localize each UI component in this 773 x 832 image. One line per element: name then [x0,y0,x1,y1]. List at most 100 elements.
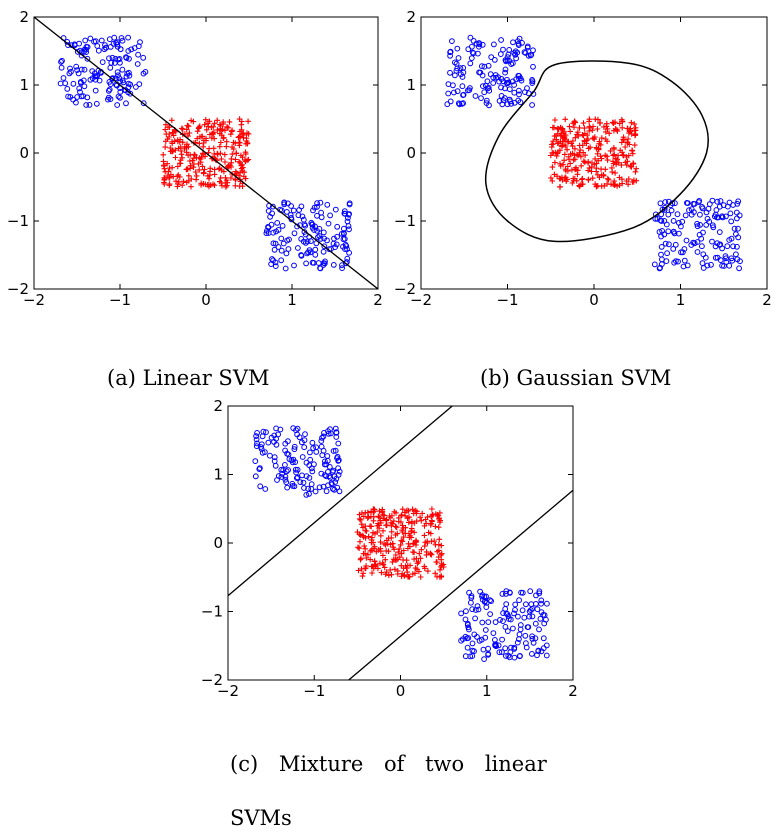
data-point-plus [425,568,431,574]
data-point-circle [297,208,302,213]
data-point-plus [371,518,377,524]
data-point-plus [611,178,617,184]
data-point-circle [58,81,63,86]
data-point-circle [292,231,297,236]
data-point-circle [468,61,473,66]
data-point-circle [715,199,720,204]
data-point-circle [511,40,516,45]
x-tick-label: 1 [676,291,686,309]
data-point-plus [431,538,437,544]
data-point-plus [436,524,442,530]
data-point-plus [579,177,585,183]
data-point-circle [725,244,730,249]
data-point-circle [134,85,139,90]
data-point-circle [331,263,336,268]
data-point-plus [593,116,599,122]
data-point-plus [632,142,638,148]
data-point-circle [313,489,318,494]
data-point-circle [59,65,64,70]
data-point-circle [537,627,542,632]
data-point-circle [507,87,512,92]
data-point-plus [211,151,217,157]
data-point-circle [93,88,98,93]
data-point-circle [501,619,506,624]
data-point-circle [95,44,100,49]
data-point-plus [629,120,635,126]
data-point-circle [124,74,129,79]
data-point-circle [703,255,708,260]
data-point-plus [184,167,190,173]
data-point-plus [224,139,230,145]
data-point-circle [469,56,474,61]
data-point-circle [450,39,455,44]
data-point-plus [578,163,584,169]
data-point-circle [534,602,539,607]
data-point-plus [357,539,363,545]
data-point-plus [582,125,588,131]
data-point-circle [666,212,671,217]
data-point-plus [633,169,639,175]
data-point-circle [460,84,465,89]
data-point-circle [736,226,741,231]
data-point-plus [180,126,186,132]
data-point-plus [405,569,411,575]
data-point-circle [517,598,522,603]
data-point-circle [464,609,469,614]
data-point-circle [482,657,487,662]
data-point-circle [335,224,340,229]
data-point-plus [230,151,236,157]
data-point-circle [304,261,309,266]
y-tick-label: 2 [19,8,29,26]
data-point-circle [321,249,326,254]
data-point-circle [135,62,140,67]
data-point-circle [71,81,76,86]
data-point-circle [665,251,670,256]
data-point-circle [124,101,129,106]
data-point-plus [552,117,558,123]
data-point-circle [347,250,352,255]
data-point-plus [188,184,194,190]
data-point-circle [309,482,314,487]
data-point-circle [486,620,491,625]
data-point-plus [239,122,245,128]
y-tick-label: 0 [213,534,223,552]
data-point-circle [486,646,491,651]
data-point-circle [126,35,131,40]
data-point-plus [179,182,185,188]
data-point-circle [292,263,297,268]
data-point-circle [523,633,528,638]
data-point-circle [737,213,742,218]
data-point-circle [535,607,540,612]
data-point-circle [302,445,307,450]
data-point-plus [581,120,587,126]
data-point-circle [710,198,715,203]
data-point-plus [178,161,184,167]
y-tick-label: 1 [406,76,416,94]
data-point-circle [524,602,529,607]
data-point-circle [500,637,505,642]
data-point-plus [429,506,435,512]
data-point-circle [107,37,112,42]
data-point-circle [544,643,549,648]
data-point-plus [187,130,193,136]
data-point-circle [531,64,536,69]
data-point-plus [612,152,618,158]
data-point-circle [493,620,498,625]
x-tick-label: 2 [762,291,772,309]
data-point-circle [96,48,101,53]
data-point-circle [308,450,313,455]
data-point-circle [507,48,512,53]
data-point-circle [501,47,506,52]
y-tick-label: −2 [7,280,29,298]
data-point-circle [483,628,488,633]
data-point-plus [633,166,639,172]
data-point-circle [279,258,284,263]
data-point-circle [675,212,680,217]
data-point-circle [266,209,271,214]
data-point-circle [328,213,333,218]
data-point-plus [179,126,185,132]
data-point-circle [734,210,739,215]
data-point-circle [310,440,315,445]
data-point-circle [480,620,485,625]
data-point-circle [473,616,478,621]
